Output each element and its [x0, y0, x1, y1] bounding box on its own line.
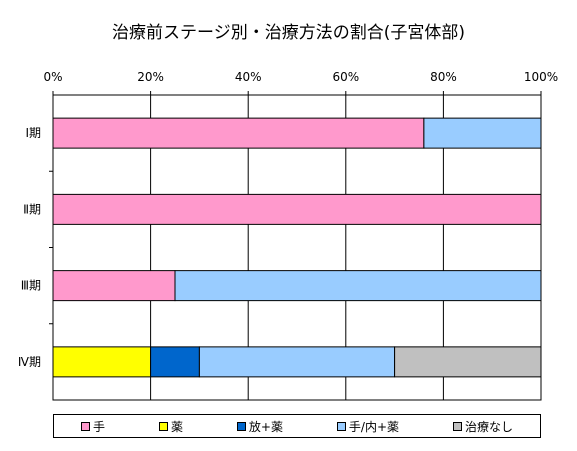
category-label: Ⅱ期 [23, 202, 41, 216]
bar-segment [394, 346, 542, 378]
x-tick-label: 100% [524, 70, 558, 84]
legend-item: 手 [80, 418, 105, 435]
category-label: Ⅳ期 [18, 355, 41, 369]
bar-segment [150, 346, 200, 378]
legend-label: 手/内+薬 [348, 419, 400, 434]
bar-segment [423, 117, 542, 149]
x-tick-label: 80% [430, 70, 457, 84]
plot-border [52, 94, 542, 401]
category-label: Ⅰ期 [25, 126, 41, 140]
legend-swatch [236, 421, 246, 431]
category-label: Ⅲ期 [21, 279, 41, 293]
legend-item: 手/内+薬 [336, 418, 400, 435]
legend-swatch [336, 421, 346, 431]
legend-item: 放+薬 [236, 418, 283, 435]
legend-swatch [80, 421, 90, 431]
legend-label: 放+薬 [248, 419, 283, 434]
bar-segment [52, 346, 152, 378]
bar-segment [52, 270, 176, 302]
legend-label: 治療なし [464, 419, 513, 434]
legend-label: 手 [92, 419, 105, 434]
x-tick-label: 20% [137, 70, 164, 84]
x-tick-label: 0% [43, 70, 62, 84]
legend-item: 薬 [158, 418, 183, 435]
legend-label: 薬 [170, 419, 183, 434]
bar-segment [198, 346, 396, 378]
legend-swatch [158, 421, 168, 431]
legend-swatch [452, 421, 462, 431]
chart-title: 治療前ステージ別・治療方法の割合(子宮体部) [112, 23, 465, 43]
x-tick-label: 40% [235, 70, 262, 84]
bar-segment [52, 193, 542, 225]
bar-segment [174, 270, 542, 302]
legend: 手 薬 放+薬 手/内+薬 治療なし [53, 414, 541, 438]
bar-segment [52, 117, 425, 149]
legend-item: 治療なし [452, 418, 513, 435]
x-tick-label: 60% [332, 70, 359, 84]
